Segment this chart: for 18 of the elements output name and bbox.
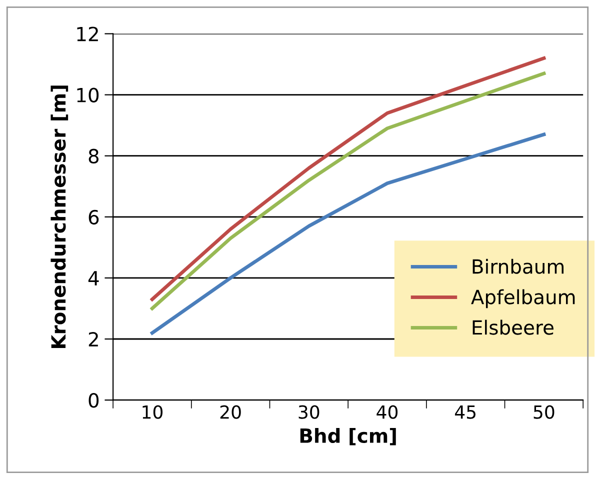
x-tick-label: 40 [376,405,398,419]
y-tick-label: 8 [88,148,99,164]
y-tick-label: 4 [88,271,99,286]
y-tick-label: 12 [77,26,98,42]
x-tick-label: 45 [454,405,476,419]
legend-label: Apfelbaum [471,289,575,308]
x-tick-label: 10 [142,405,163,419]
legend-label: Birnbaum [472,258,564,274]
x-axis-title: Bhd [cm] [300,428,396,446]
y-axis-title: Kronendurchmesser [m] [50,86,68,348]
x-tick-label: 20 [220,405,241,419]
y-tick-label: 0 [88,393,99,408]
y-tick-label: 2 [88,332,98,346]
y-tick-label: 10 [77,88,99,102]
x-tick-label: 30 [298,405,320,419]
x-tick-label: 50 [534,405,554,419]
legend-label: Elsbeere [472,320,554,335]
y-tick-label: 6 [88,210,99,225]
